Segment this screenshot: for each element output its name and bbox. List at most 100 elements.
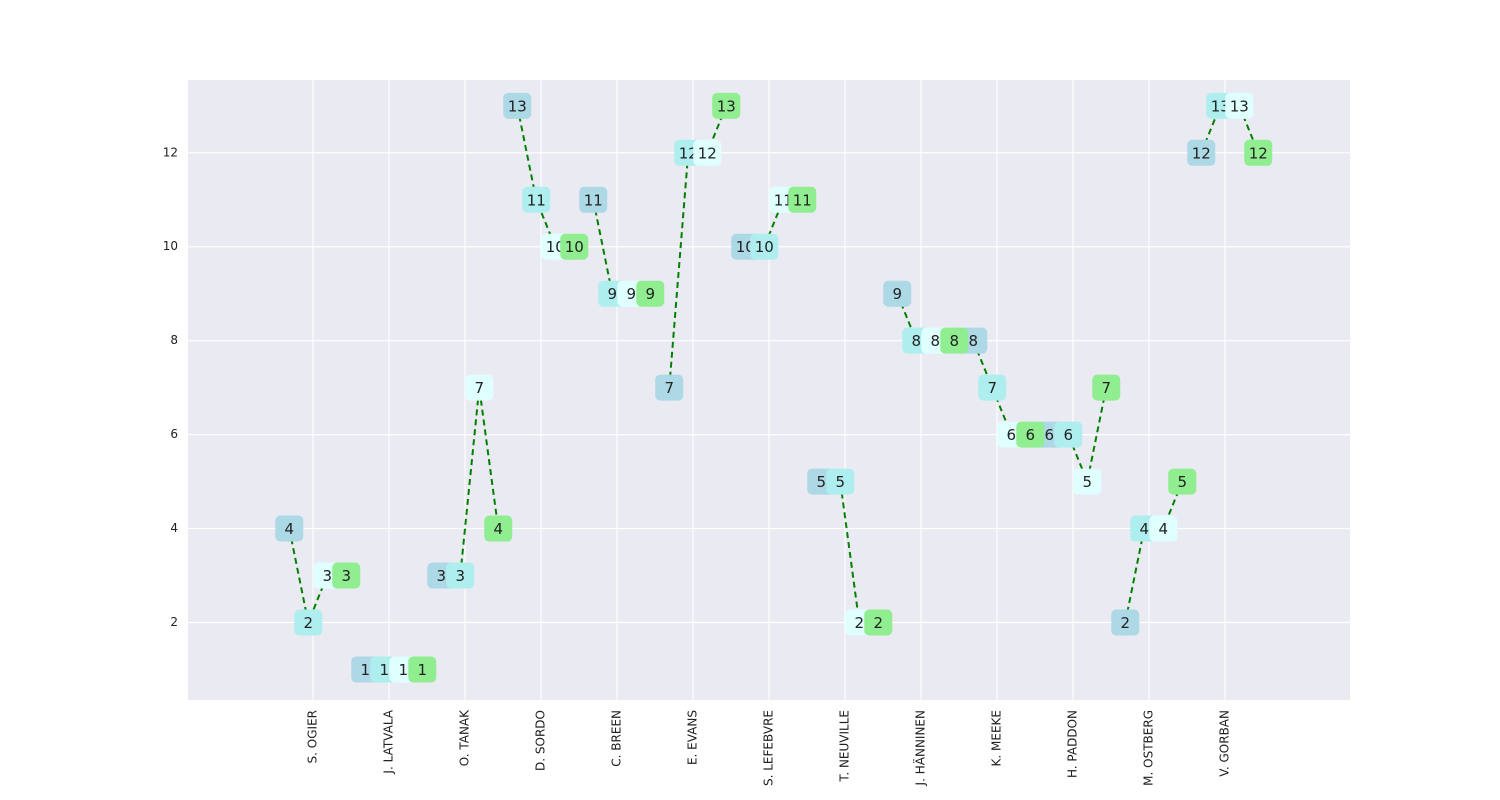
value-box	[940, 327, 969, 354]
x-tick-label: J. LATVALA	[382, 709, 396, 774]
value-box	[484, 515, 513, 542]
value-label: 7	[474, 379, 484, 397]
value-box	[503, 92, 532, 119]
value-label: 11	[584, 191, 603, 209]
value-label: 13	[1230, 97, 1249, 115]
value-label: 10	[565, 238, 584, 256]
value-label: 3	[455, 567, 465, 585]
value-label: 9	[892, 285, 902, 303]
value-label: 4	[1139, 520, 1149, 538]
value-box	[826, 468, 855, 495]
value-label: 12	[679, 144, 698, 162]
y-tick-label: 4	[170, 521, 178, 535]
value-box	[1187, 139, 1216, 166]
value-box	[465, 374, 494, 401]
value-label: 2	[303, 614, 313, 632]
value-label: 12	[1249, 144, 1268, 162]
value-label: 11	[527, 191, 546, 209]
value-box	[1016, 421, 1045, 448]
x-tick-label: C. BREEN	[610, 710, 624, 767]
value-label: 4	[1158, 520, 1168, 538]
value-box	[655, 374, 684, 401]
value-box	[712, 92, 741, 119]
x-tick-label: E. EVANS	[686, 710, 700, 765]
value-box	[1092, 374, 1121, 401]
value-box	[864, 609, 893, 636]
y-tick-label: 6	[170, 427, 178, 441]
value-box	[1054, 421, 1083, 448]
value-label: 11	[774, 191, 793, 209]
dashed-line	[745, 198, 803, 248]
y-tick-label: 10	[163, 239, 178, 253]
y-tick-label: 8	[170, 333, 178, 347]
x-tick-label: D. SORDO	[534, 710, 548, 771]
value-label: 6	[1006, 426, 1016, 444]
value-label: 1	[417, 661, 427, 679]
value-box	[332, 562, 361, 589]
y-tick-label: 12	[163, 145, 178, 159]
dashed-line	[441, 387, 500, 577]
value-label: 1	[398, 661, 408, 679]
value-box	[408, 656, 437, 683]
value-label: 6	[1063, 426, 1073, 444]
value-box	[693, 139, 722, 166]
value-box	[522, 186, 551, 213]
value-label: 12	[1192, 144, 1211, 162]
x-tick-label: V. GORBAN	[1218, 710, 1232, 777]
y-tick-label: 2	[170, 615, 178, 629]
value-label: 13	[1211, 97, 1230, 115]
value-box	[560, 233, 589, 260]
value-box	[883, 280, 912, 307]
value-box	[1168, 468, 1197, 495]
value-label: 1	[360, 661, 370, 679]
value-box	[1073, 468, 1102, 495]
value-label: 2	[1120, 614, 1130, 632]
value-label: 8	[911, 332, 921, 350]
value-label: 3	[341, 567, 351, 585]
value-label: 2	[854, 614, 864, 632]
value-label: 8	[949, 332, 959, 350]
x-tick-label: K. MEEKE	[990, 710, 1004, 766]
value-label: 10	[736, 238, 755, 256]
dashed-line	[516, 105, 575, 248]
x-tick-label: T. NEUVILLE	[838, 710, 852, 783]
value-label: 9	[645, 285, 655, 303]
value-label: 6	[1044, 426, 1054, 444]
value-label: 12	[698, 144, 717, 162]
value-box	[636, 280, 665, 307]
value-label: 4	[284, 520, 294, 538]
dashed-line	[1049, 387, 1108, 486]
value-label: 2	[873, 614, 883, 632]
value-label: 11	[793, 191, 812, 209]
value-box	[750, 233, 779, 260]
x-tick-label: S. LEFEBVRE	[762, 710, 776, 786]
x-tick-label: O. TANAK	[458, 709, 472, 766]
dashed-line	[288, 528, 347, 626]
x-tick-label: S. OGIER	[306, 710, 320, 763]
value-box	[1244, 139, 1273, 166]
value-box	[1149, 515, 1178, 542]
value-label: 13	[717, 97, 736, 115]
value-label: 5	[1082, 473, 1092, 491]
value-box	[788, 186, 817, 213]
x-tick-label: M. OSTBERG	[1142, 710, 1156, 786]
value-box	[978, 374, 1007, 401]
value-label: 4	[493, 520, 503, 538]
value-label: 7	[664, 379, 674, 397]
value-label: 13	[508, 97, 527, 115]
value-box	[1111, 609, 1140, 636]
value-label: 5	[816, 473, 826, 491]
value-label: 6	[1025, 426, 1035, 444]
value-label: 8	[968, 332, 978, 350]
value-label: 5	[1177, 473, 1187, 491]
value-label: 10	[546, 238, 565, 256]
value-label: 7	[1101, 379, 1111, 397]
value-label: 10	[755, 238, 774, 256]
value-label: 3	[436, 567, 446, 585]
value-box	[579, 186, 608, 213]
value-box	[294, 609, 323, 636]
x-tick-label: J. HÄNNINEN	[913, 710, 928, 786]
value-box	[446, 562, 475, 589]
value-box	[275, 515, 304, 542]
